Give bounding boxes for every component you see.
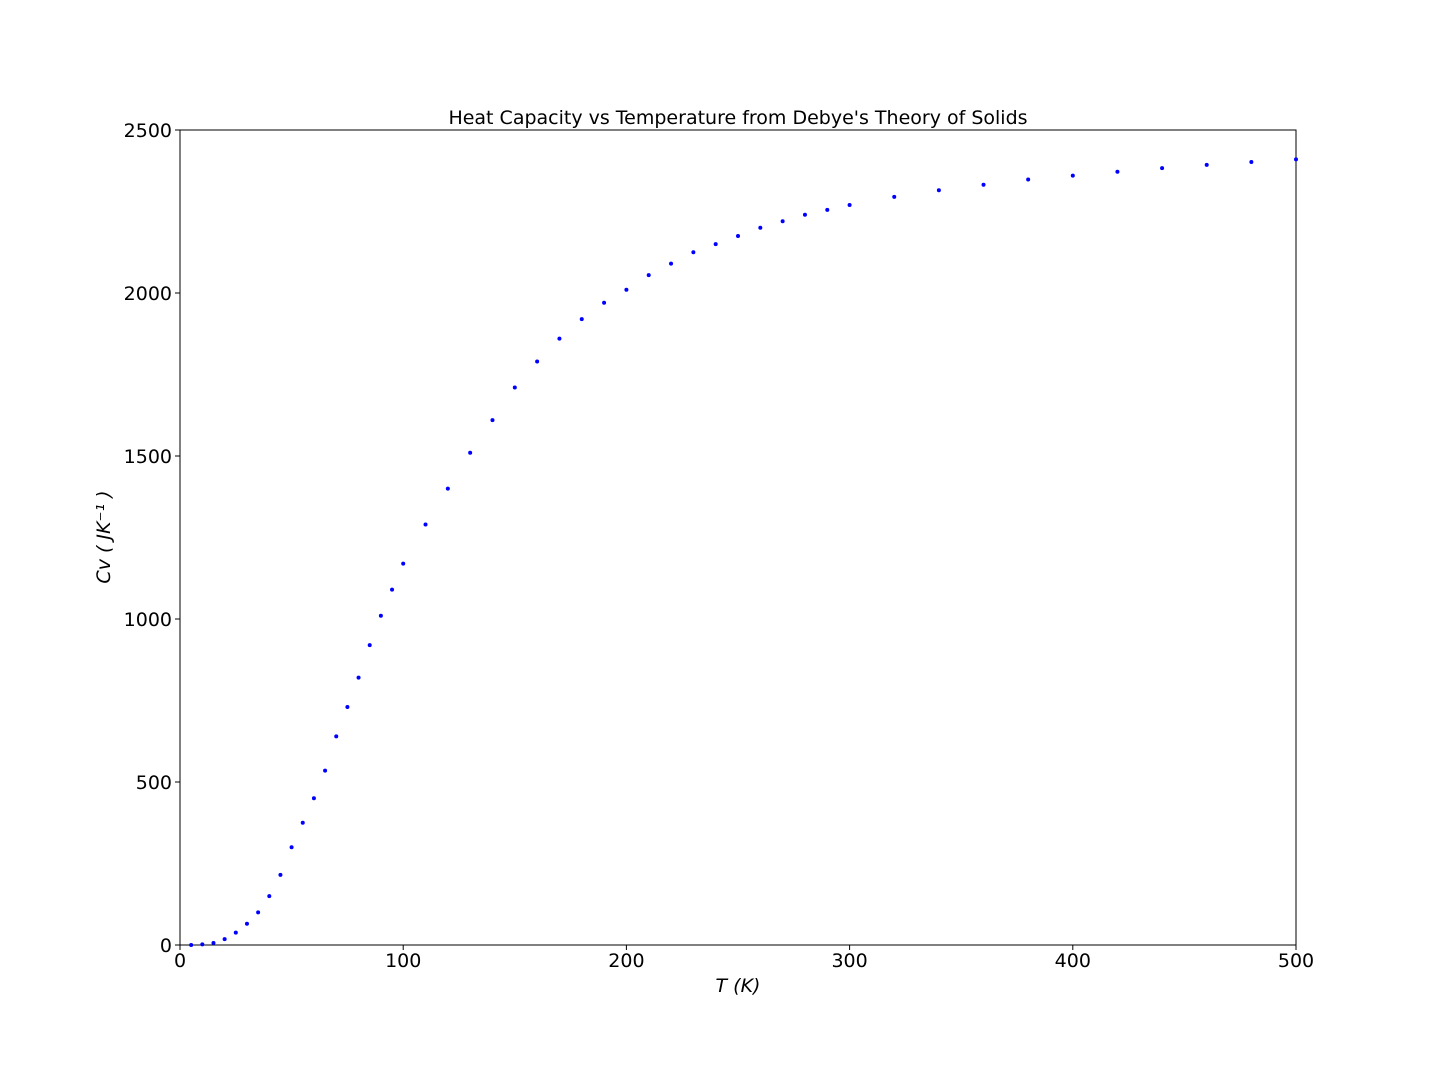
y-tick-label: 1500 (124, 446, 172, 468)
point (1204, 162, 1209, 167)
y-tick-label: 2500 (124, 120, 172, 142)
plot-frame (179, 129, 1297, 946)
y-tick-label: 500 (136, 772, 172, 794)
point (211, 941, 216, 946)
point (936, 188, 941, 193)
x-tick-label: 300 (831, 950, 867, 972)
point (579, 317, 584, 322)
x-tick-label: 100 (385, 950, 421, 972)
point (267, 894, 272, 899)
point (334, 734, 339, 739)
x-tick-label: 400 (1055, 950, 1091, 972)
point (423, 522, 428, 527)
y-tick-label: 0 (160, 935, 172, 957)
point (367, 643, 372, 648)
point (646, 273, 651, 278)
point (981, 182, 986, 187)
point (323, 768, 328, 773)
point (356, 675, 361, 680)
point (490, 418, 495, 423)
point (512, 385, 517, 390)
chart-title: Heat Capacity vs Temperature from Debye'… (448, 107, 1027, 129)
x-tick-label: 200 (608, 950, 644, 972)
point (691, 250, 696, 255)
point (256, 910, 261, 915)
point (1160, 166, 1165, 171)
point (378, 613, 383, 618)
point (802, 212, 807, 217)
point (892, 194, 897, 199)
point (278, 872, 283, 877)
point (736, 233, 740, 238)
point (1294, 157, 1298, 162)
point (401, 561, 406, 566)
point (244, 921, 249, 926)
point (713, 242, 718, 247)
point (1026, 177, 1031, 182)
point (468, 450, 473, 455)
point (780, 219, 785, 224)
point (624, 287, 629, 292)
point (445, 486, 450, 491)
point (557, 336, 562, 341)
point (189, 943, 194, 947)
point (1249, 159, 1254, 164)
point (233, 930, 238, 935)
point (200, 942, 205, 947)
point (825, 207, 830, 212)
x-tick-label: 0 (174, 950, 186, 972)
x-axis-label: T (K) (716, 975, 761, 997)
point (289, 845, 294, 850)
x-tick-label: 500 (1278, 950, 1314, 972)
y-axis-label: Cv ( JK⁻¹ ) (93, 490, 115, 583)
point (602, 300, 607, 305)
y-tick-label: 1000 (124, 609, 172, 631)
point (300, 820, 305, 825)
point (535, 359, 540, 364)
point (847, 202, 852, 207)
point (345, 705, 350, 710)
point (311, 796, 316, 801)
point (669, 261, 674, 266)
y-tick-label: 2000 (124, 283, 172, 305)
point (1115, 169, 1120, 174)
point (1070, 173, 1075, 178)
point (390, 587, 395, 592)
point (222, 937, 227, 942)
point (758, 225, 763, 230)
